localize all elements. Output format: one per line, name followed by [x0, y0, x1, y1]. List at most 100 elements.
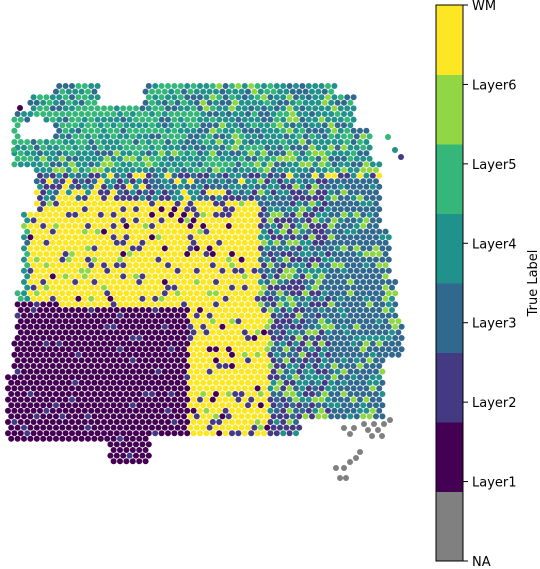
spot-layer2	[59, 178, 66, 185]
spot-layer3	[395, 340, 402, 347]
spot-layer3	[309, 323, 315, 330]
spot-wm	[133, 262, 139, 269]
spot-wm	[241, 239, 248, 246]
spot-wm	[27, 211, 34, 218]
spot-layer2	[315, 178, 322, 185]
spot-layer5	[280, 127, 287, 134]
spot-layer6	[360, 346, 367, 353]
spot-layer2	[286, 340, 293, 347]
spot-wm	[78, 256, 85, 263]
spot-layer4	[312, 94, 319, 101]
spot-layer1	[155, 346, 162, 353]
spot-layer6	[315, 413, 322, 420]
spot-wm	[168, 267, 175, 274]
spot-layer3	[142, 99, 149, 106]
spot-layer2	[293, 284, 299, 291]
spot-layer2	[299, 340, 306, 347]
spot-layer6	[293, 396, 299, 403]
spot-layer4	[110, 178, 117, 185]
spot-layer1	[174, 368, 181, 375]
spot-layer6	[318, 318, 325, 325]
spot-layer4	[24, 161, 31, 168]
spot-wm	[85, 301, 91, 308]
colorbar-tick-label-layer2: Layer2	[472, 396, 517, 411]
spot-layer3	[347, 178, 354, 185]
spot-wm	[37, 228, 43, 235]
spot-layer3	[337, 273, 344, 280]
spot-layer3	[328, 357, 335, 364]
spot-wm	[238, 211, 245, 218]
spot-layer1	[168, 379, 175, 386]
spot-wm	[248, 407, 255, 414]
spot-wm	[113, 228, 120, 235]
spot-wm	[225, 200, 232, 207]
spot-layer4	[46, 189, 53, 196]
spot-layer1	[53, 424, 59, 431]
spot-layer4	[309, 88, 315, 95]
spot-wm	[209, 217, 216, 224]
spot-wm	[251, 256, 258, 263]
spot-layer1	[40, 312, 47, 319]
spot-layer5	[209, 105, 216, 112]
spot-wm	[165, 172, 171, 179]
spot-wm	[225, 234, 232, 241]
spot-wm	[174, 301, 181, 308]
spot-wm	[123, 279, 130, 285]
spot-layer1	[129, 458, 136, 465]
spot-layer1	[161, 379, 168, 386]
spot-layer3	[328, 312, 335, 319]
spot-layer3	[267, 94, 274, 101]
spot-layer1	[24, 407, 31, 414]
spot-layer1	[161, 335, 168, 341]
spot-wm	[225, 279, 232, 285]
spot-wm	[129, 267, 136, 274]
spot-layer1	[24, 374, 31, 381]
spot-layer3	[341, 256, 347, 263]
spot-layer2	[280, 407, 287, 414]
spot-layer3	[360, 178, 367, 185]
spot-layer1	[158, 340, 165, 347]
spot-wm	[104, 245, 111, 252]
spot-layer3	[219, 88, 226, 95]
spot-layer6	[321, 413, 328, 420]
spot-layer4	[341, 357, 347, 364]
spot-layer1	[149, 323, 155, 330]
spot-layer4	[149, 144, 155, 151]
spot-layer4	[273, 94, 280, 101]
spot-layer4	[104, 178, 111, 185]
spot-layer4	[107, 139, 114, 145]
spot-layer2	[286, 430, 293, 437]
spot-layer1	[213, 391, 219, 397]
spot-layer4	[350, 340, 357, 347]
spot-layer4	[72, 88, 79, 95]
spot-layer2	[187, 245, 194, 252]
spot-na	[337, 475, 343, 481]
spot-layer2	[302, 391, 309, 397]
spot-layer3	[273, 161, 280, 168]
spot-layer1	[91, 402, 98, 409]
spot-layer4	[366, 335, 373, 341]
spot-layer1	[171, 430, 178, 437]
spot-layer2	[129, 178, 136, 185]
spot-layer4	[360, 155, 367, 162]
spot-wm	[101, 217, 107, 224]
spot-layer6	[302, 413, 309, 420]
colorbar-tick-label-layer3: Layer3	[472, 317, 517, 332]
spot-layer3	[197, 150, 203, 157]
spot-wm	[229, 295, 235, 302]
spot-layer5	[193, 111, 200, 117]
spot-layer1	[8, 379, 15, 386]
spot-layer2	[229, 284, 235, 291]
spot-layer2	[280, 183, 287, 190]
spot-layer5	[149, 122, 155, 129]
spot-layer1	[104, 368, 111, 375]
spot-layer3	[133, 139, 139, 145]
spot-layer5	[11, 161, 18, 168]
spot-layer3	[392, 279, 399, 285]
spot-layer5	[24, 228, 31, 235]
spot-wm	[69, 239, 75, 246]
spot-layer3	[389, 284, 395, 291]
spot-wm	[245, 323, 251, 330]
spot-layer1	[21, 391, 27, 397]
spot-layer1	[129, 312, 136, 319]
